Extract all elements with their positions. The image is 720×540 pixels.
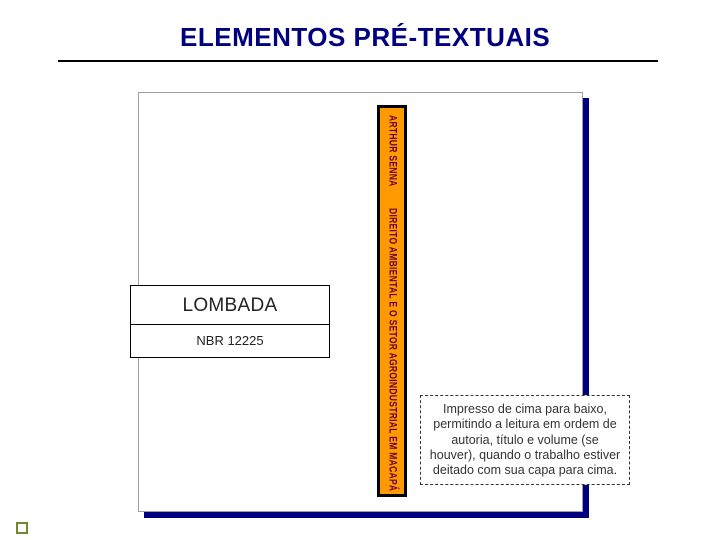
caption-box: Impresso de cima para baixo, permitindo …: [420, 395, 630, 485]
spine-title-text: DIREITO AMBIENTAL E O SETOR AGROINDUSTRI…: [387, 208, 400, 491]
label-subtitle: NBR 12225: [131, 324, 329, 357]
bullet-icon: [16, 522, 28, 534]
label-panel: LOMBADA NBR 12225: [130, 285, 330, 358]
title-underline: [58, 60, 658, 62]
label-heading: LOMBADA: [131, 286, 329, 324]
slide-title: ELEMENTOS PRÉ-TEXTUAIS: [180, 22, 550, 53]
spine-author: ARTHUR SENNA: [387, 115, 400, 187]
book-spine: ARTHUR SENNA DIREITO AMBIENTAL E O SETOR…: [377, 105, 407, 497]
